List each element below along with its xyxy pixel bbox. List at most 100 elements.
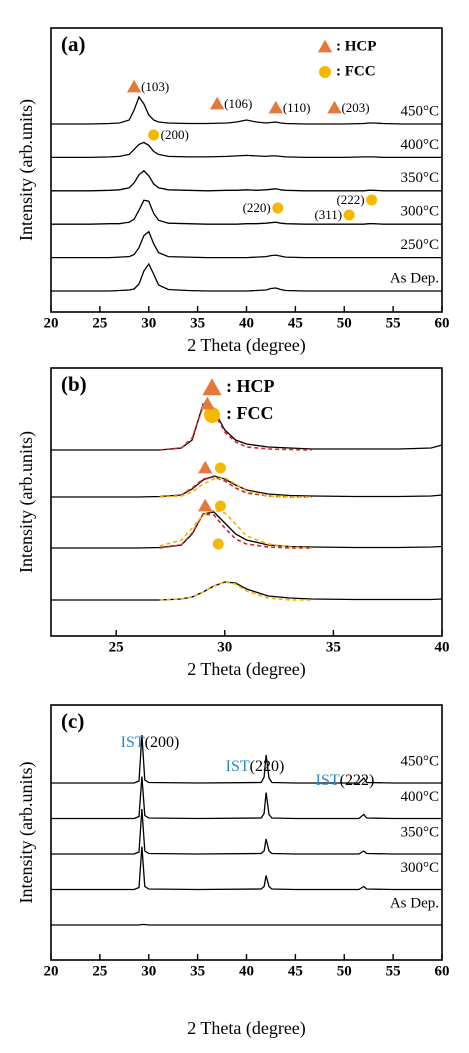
legend-label: : HCP xyxy=(336,38,376,54)
fit-line xyxy=(159,513,312,549)
hcp-marker xyxy=(126,79,142,93)
peak-label: (200) xyxy=(161,127,189,142)
x-tick-label: 35 xyxy=(190,315,205,331)
x-tick-label: 30 xyxy=(141,315,156,331)
series-label: 450°C xyxy=(400,103,439,119)
hcp-marker xyxy=(209,96,225,110)
x-tick-label: 25 xyxy=(92,963,107,979)
pattern-line xyxy=(51,808,442,855)
series-label: 400°C xyxy=(400,789,439,805)
pattern-line xyxy=(51,262,442,292)
fit-line xyxy=(159,477,312,498)
x-tick-label: 30 xyxy=(141,963,156,979)
fcc-marker xyxy=(148,129,160,141)
panel-label: (b) xyxy=(61,372,87,396)
fcc-marker xyxy=(343,209,355,221)
peak-index: (222) xyxy=(340,772,375,789)
x-tick-label: 25 xyxy=(92,315,107,331)
series-label: 300°C xyxy=(400,860,439,876)
plot-frame xyxy=(50,704,443,961)
x-tick-label: 20 xyxy=(44,963,59,979)
x-tick-label: 60 xyxy=(435,963,450,979)
legend-label: : HCP xyxy=(226,376,275,396)
plot-frame xyxy=(50,27,443,313)
fcc-marker xyxy=(272,202,284,214)
series-label: 450°C xyxy=(400,753,439,769)
peak-label: IST(220) xyxy=(226,758,285,775)
hcp-marker xyxy=(317,39,333,53)
hcp-marker xyxy=(202,378,222,396)
x-tick-label: 35 xyxy=(326,639,341,655)
x-tick-label: 55 xyxy=(386,963,401,979)
peak-label: IST(222) xyxy=(316,772,375,789)
peak-label: (222) xyxy=(336,192,364,207)
peak-label: (311) xyxy=(314,207,342,222)
y-axis-label: Intensity (arb.units) xyxy=(16,431,37,573)
pattern-line xyxy=(51,511,443,549)
x-tick-label: 40 xyxy=(239,963,254,979)
x-tick-label: 25 xyxy=(109,639,124,655)
x-tick-label: 55 xyxy=(386,315,401,331)
peak-index: (200) xyxy=(145,734,180,751)
pattern-line xyxy=(51,95,442,125)
pattern-line xyxy=(51,581,443,601)
fit-line xyxy=(159,404,312,451)
x-tick-label: 35 xyxy=(190,963,205,979)
peak-prefix: IST xyxy=(121,734,145,751)
x-tick-label: 20 xyxy=(44,315,59,331)
peak-prefix: IST xyxy=(226,758,250,775)
fcc-marker xyxy=(214,500,226,512)
fcc-marker xyxy=(366,194,378,206)
hcp-marker xyxy=(198,498,213,512)
peak-index: (220) xyxy=(250,758,285,775)
fcc-marker xyxy=(212,538,224,550)
pattern-line xyxy=(51,403,443,451)
series-label: 250°C xyxy=(400,237,439,253)
pattern-line xyxy=(51,475,443,498)
fit-line xyxy=(159,509,312,549)
peak-label: (203) xyxy=(341,100,369,115)
x-tick-label: 40 xyxy=(435,639,450,655)
y-axis-label: Intensity (arb.units) xyxy=(16,762,37,904)
pattern-line xyxy=(51,169,442,192)
panel-label: (a) xyxy=(61,32,86,56)
panel-label: (c) xyxy=(61,709,84,733)
hcp-marker xyxy=(268,100,284,114)
series-label: As Dep. xyxy=(390,895,439,911)
fit-line xyxy=(159,476,312,498)
series-label: As Dep. xyxy=(390,270,439,286)
peak-label: (220) xyxy=(243,200,271,215)
fcc-marker xyxy=(204,407,220,423)
series-label: 350°C xyxy=(400,170,439,186)
series-label: 350°C xyxy=(400,824,439,840)
peak-label: (110) xyxy=(283,100,311,115)
legend-label: : FCC xyxy=(336,63,376,79)
pattern-line xyxy=(51,846,442,891)
legend-label: : FCC xyxy=(226,403,274,423)
pattern-line xyxy=(51,230,442,259)
hcp-marker xyxy=(327,100,342,114)
fcc-marker xyxy=(319,66,331,78)
pattern-line xyxy=(51,734,442,784)
peak-label: (106) xyxy=(224,96,252,111)
x-tick-label: 45 xyxy=(288,963,303,979)
fcc-marker xyxy=(214,462,226,474)
pattern-line xyxy=(51,923,442,926)
peak-label: IST(200) xyxy=(121,734,180,751)
x-axis-label: 2 Theta (degree) xyxy=(187,335,306,356)
fit-line xyxy=(159,581,312,601)
x-axis-label: 2 Theta (degree) xyxy=(187,659,306,680)
series-label: 300°C xyxy=(400,204,439,220)
x-tick-label: 60 xyxy=(435,315,450,331)
x-tick-label: 50 xyxy=(337,315,352,331)
peak-prefix: IST xyxy=(316,772,340,789)
hcp-marker xyxy=(198,460,213,474)
x-tick-label: 50 xyxy=(337,963,352,979)
x-tick-label: 30 xyxy=(217,639,232,655)
hcp-marker xyxy=(200,396,215,410)
pattern-line xyxy=(51,776,442,820)
x-tick-label: 40 xyxy=(239,315,254,331)
x-axis-label: 2 Theta (degree) xyxy=(187,1018,306,1039)
series-label: 400°C xyxy=(400,137,439,153)
plot-frame xyxy=(50,367,443,637)
